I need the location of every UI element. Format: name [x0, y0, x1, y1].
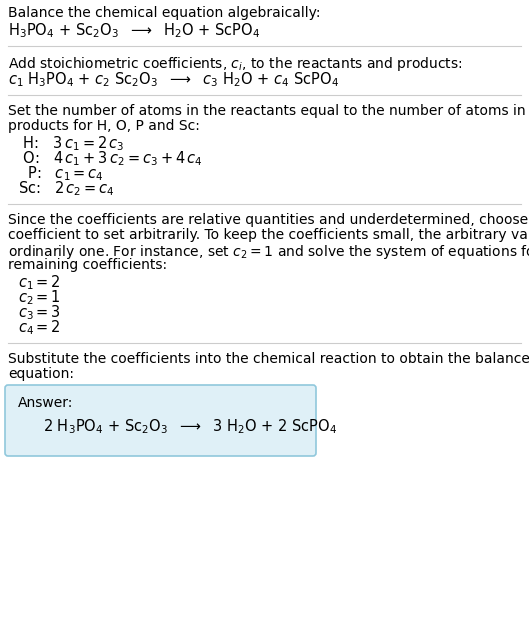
Text: Since the coefficients are relative quantities and underdetermined, choose a: Since the coefficients are relative quan…	[8, 213, 529, 227]
Text: $c_4 = 2$: $c_4 = 2$	[18, 318, 61, 337]
Text: remaining coefficients:: remaining coefficients:	[8, 258, 167, 272]
Text: $c_1 = 2$: $c_1 = 2$	[18, 273, 61, 292]
Text: P:   $c_1 = c_4$: P: $c_1 = c_4$	[18, 164, 104, 182]
Text: H:   $3\,c_1 = 2\,c_3$: H: $3\,c_1 = 2\,c_3$	[18, 134, 124, 153]
Text: 2 H$_3$PO$_4$ + Sc$_2$O$_3$  $\longrightarrow$  3 H$_2$O + 2 ScPO$_4$: 2 H$_3$PO$_4$ + Sc$_2$O$_3$ $\longrighta…	[43, 417, 337, 436]
Text: Set the number of atoms in the reactants equal to the number of atoms in the: Set the number of atoms in the reactants…	[8, 104, 529, 118]
Text: Answer:: Answer:	[18, 396, 74, 410]
Text: products for H, O, P and Sc:: products for H, O, P and Sc:	[8, 119, 200, 133]
Text: Sc:   $2\,c_2 = c_4$: Sc: $2\,c_2 = c_4$	[18, 179, 115, 198]
Text: Balance the chemical equation algebraically:: Balance the chemical equation algebraica…	[8, 6, 321, 20]
Text: coefficient to set arbitrarily. To keep the coefficients small, the arbitrary va: coefficient to set arbitrarily. To keep …	[8, 228, 529, 242]
Text: $c_3 = 3$: $c_3 = 3$	[18, 303, 61, 322]
Text: ordinarily one. For instance, set $c_2 = 1$ and solve the system of equations fo: ordinarily one. For instance, set $c_2 =…	[8, 243, 529, 261]
Text: Add stoichiometric coefficients, $c_i$, to the reactants and products:: Add stoichiometric coefficients, $c_i$, …	[8, 55, 463, 73]
Text: O:   $4\,c_1 + 3\,c_2 = c_3 + 4\,c_4$: O: $4\,c_1 + 3\,c_2 = c_3 + 4\,c_4$	[18, 149, 203, 167]
Text: $c_2 = 1$: $c_2 = 1$	[18, 288, 61, 307]
Text: $c_1$ H$_3$PO$_4$ + $c_2$ Sc$_2$O$_3$  $\longrightarrow$  $c_3$ H$_2$O + $c_4$ S: $c_1$ H$_3$PO$_4$ + $c_2$ Sc$_2$O$_3$ $\…	[8, 70, 339, 88]
FancyBboxPatch shape	[5, 385, 316, 456]
Text: equation:: equation:	[8, 367, 74, 381]
Text: H$_3$PO$_4$ + Sc$_2$O$_3$  $\longrightarrow$  H$_2$O + ScPO$_4$: H$_3$PO$_4$ + Sc$_2$O$_3$ $\longrightarr…	[8, 21, 260, 40]
Text: Substitute the coefficients into the chemical reaction to obtain the balanced: Substitute the coefficients into the che…	[8, 352, 529, 366]
